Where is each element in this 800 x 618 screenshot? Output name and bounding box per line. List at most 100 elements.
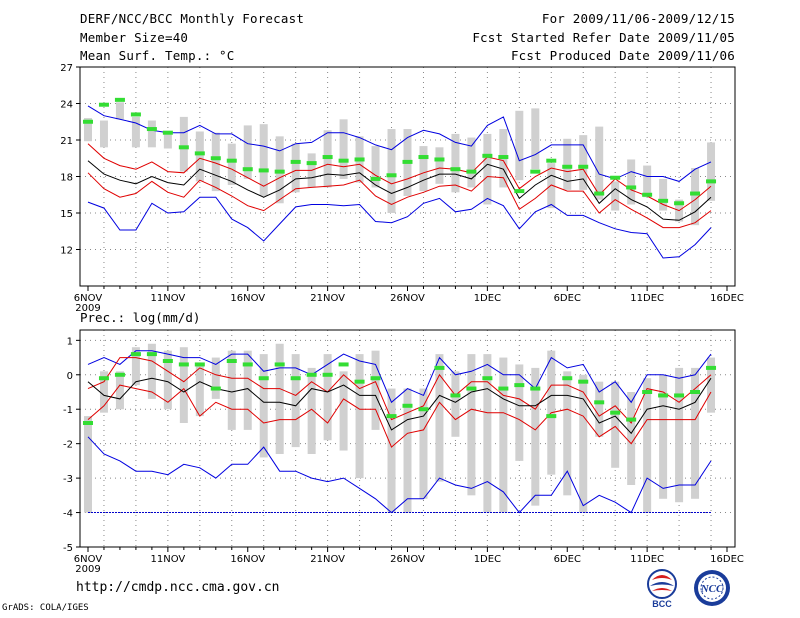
ensemble-box [515, 364, 524, 461]
ensemble-box [147, 120, 156, 148]
ensemble-box [419, 146, 428, 192]
y-tick-label: 27 [60, 63, 73, 74]
ensemble-box [131, 116, 140, 148]
member-marker [562, 376, 573, 381]
ensemble-box [115, 102, 124, 120]
ensemble-box [179, 347, 188, 423]
x-tick-label: 1DEC [474, 293, 501, 304]
member-marker [482, 376, 493, 381]
member-marker [82, 421, 93, 425]
member-marker [706, 365, 717, 370]
member-marker [258, 376, 269, 381]
member-marker [178, 362, 189, 367]
ensemble-box [179, 116, 188, 172]
ensemble-box [435, 147, 444, 184]
ensemble-box [307, 367, 316, 454]
y-tick-label: -2 [63, 440, 73, 451]
member-marker [370, 376, 381, 381]
member-size-label: Member Size=40 [80, 30, 189, 45]
ensemble-box [243, 125, 252, 179]
member-marker [578, 379, 589, 384]
ensemble-box [371, 350, 380, 430]
member-marker [658, 393, 669, 398]
ensemble-box [211, 357, 220, 399]
x-tick-label: 11NOV [150, 293, 185, 304]
ensemble-box [515, 110, 524, 181]
y-tick-label: 21 [60, 136, 73, 147]
member-marker [146, 127, 157, 132]
member-marker [610, 175, 621, 180]
source-url[interactable]: http://cmdp.ncc.cma.gov.cn [76, 580, 280, 595]
ensemble-box [99, 120, 108, 148]
ensemble-box [371, 146, 380, 188]
member-marker [450, 393, 461, 398]
y-tick-label: -5 [63, 543, 73, 554]
ensemble-box [211, 132, 220, 192]
ensemble-box [243, 350, 252, 430]
y-tick-label: 1 [67, 336, 73, 347]
x-tick-label: 6NOV [74, 554, 103, 565]
bcc-logo: BCC [647, 569, 677, 609]
member-marker [162, 130, 173, 135]
grads-credit: GrADS: COLA/IGES [2, 603, 89, 613]
x-year-label: 2009 [75, 303, 100, 314]
ensemble-box [563, 371, 572, 496]
y-tick-label: -3 [63, 474, 73, 485]
member-marker [370, 176, 381, 181]
mean-line [87, 377, 712, 435]
member-marker [690, 390, 701, 394]
ensemble-box [659, 178, 668, 211]
ensemble-box [643, 378, 652, 513]
y-tick-label: -1 [63, 405, 73, 416]
x-year-label: 2009 [75, 564, 100, 575]
x-tick-label: 6DEC [554, 554, 581, 565]
ensemble-box [83, 416, 92, 513]
member-marker [610, 410, 621, 415]
member-marker [642, 390, 653, 394]
forecast-produced-date: Fcst Produced Date 2009/11/06 [510, 48, 735, 63]
member-marker [402, 159, 413, 164]
bcc-logo-text: BCC [652, 599, 672, 609]
ensemble-box [595, 381, 604, 437]
ensemble-box [451, 371, 460, 437]
member-marker [210, 156, 221, 161]
member-marker [98, 102, 109, 107]
member-marker [482, 153, 493, 158]
ensemble-box [115, 371, 124, 410]
x-tick-label: 26NOV [390, 554, 425, 565]
mean-line [87, 160, 712, 221]
member-marker [674, 201, 685, 206]
ensemble-box [83, 118, 92, 142]
member-marker [130, 352, 141, 357]
member-marker [434, 157, 445, 162]
ensemble-box [339, 119, 348, 179]
y-tick-label: 15 [60, 209, 73, 220]
member-marker [706, 179, 717, 184]
ensemble-box [467, 137, 476, 188]
member-marker [626, 417, 637, 422]
ncc-logo: NCC [694, 570, 730, 606]
ensemble-box [659, 374, 668, 499]
member-marker [210, 386, 221, 391]
variable-label: Mean Surf. Temp.: °C [80, 48, 235, 63]
member-marker [322, 372, 333, 377]
member-marker [386, 173, 397, 178]
x-tick-label: 6DEC [554, 293, 581, 304]
member-marker [674, 393, 685, 398]
ensemble-box [291, 143, 300, 193]
y-tick-label: 12 [60, 246, 73, 257]
member-marker [226, 158, 237, 163]
ensemble-box [355, 354, 364, 479]
member-marker [114, 97, 125, 102]
x-tick-label: 16NOV [230, 554, 265, 565]
member-marker [306, 372, 317, 377]
x-tick-label: 16DEC [710, 293, 744, 304]
ensemble-box [627, 159, 636, 205]
ensemble-box [611, 181, 620, 211]
ensemble-box [531, 108, 540, 170]
member-marker [242, 167, 253, 172]
member-marker [386, 414, 397, 419]
member-marker [354, 157, 365, 162]
